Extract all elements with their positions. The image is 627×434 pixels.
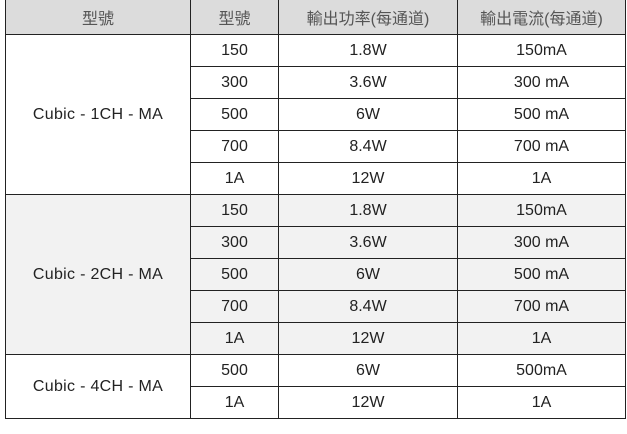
power-cell: 1.8W [278, 34, 458, 67]
table-row: 1A 12W 1A [6, 322, 626, 355]
power-cell: 1.8W [278, 194, 458, 227]
variant-cell: 300 [190, 66, 279, 99]
variant-cell: 500 [190, 354, 279, 387]
current-cell: 700 mA [457, 290, 626, 323]
header-output-power: 輸出功率(每通道) [278, 0, 458, 35]
current-cell: 1A [457, 322, 626, 355]
current-cell: 300 mA [457, 66, 626, 99]
variant-cell: 700 [190, 290, 279, 323]
table-row: 700 8.4W 700 mA [6, 130, 626, 163]
table-body: Cubic - 1CH - MA 150 1.8W 150mA 300 3.6W 300 m… [5, 34, 626, 419]
variant-cell: 150 [190, 34, 279, 67]
power-cell: 6W [278, 354, 458, 387]
power-cell: 8.4W [278, 130, 458, 163]
model-cell: Cubic - 2CH - MA [5, 194, 191, 355]
header-output-current: 輸出電流(每通道) [457, 0, 626, 35]
variant-cell: 700 [190, 130, 279, 163]
power-cell: 6W [278, 98, 458, 131]
table-row: Cubic - 2CH - MA 150 1.8W 150mA [5, 194, 626, 355]
header-row: 型號 型號 輸出功率(每通道) 輸出電流(每通道) [5, 0, 626, 35]
header-model-variant: 型號 [190, 0, 279, 35]
table-row: 1A 12W 1A [6, 386, 626, 419]
current-cell: 1A [457, 162, 626, 195]
current-cell: 500mA [457, 354, 626, 387]
table-row: 500 6W 500 mA [6, 98, 626, 131]
power-cell: 3.6W [278, 66, 458, 99]
model-cell: Cubic - 4CH - MA [5, 354, 191, 419]
spec-table: 型號 型號 輸出功率(每通道) 輸出電流(每通道) Cubic - 1CH - … [5, 0, 626, 419]
header-model: 型號 [5, 0, 191, 35]
current-cell: 150mA [457, 194, 626, 227]
table-row: 1A 12W 1A [6, 162, 626, 195]
current-cell: 300 mA [457, 226, 626, 259]
current-cell: 1A [457, 386, 626, 419]
current-cell: 500 mA [457, 258, 626, 291]
variant-cell: 1A [190, 386, 279, 419]
power-cell: 12W [278, 322, 458, 355]
current-cell: 700 mA [457, 130, 626, 163]
table-row: 300 3.6W 300 mA [6, 66, 626, 99]
power-cell: 6W [278, 258, 458, 291]
power-cell: 8.4W [278, 290, 458, 323]
variant-cell: 300 [190, 226, 279, 259]
variant-cell: 500 [190, 98, 279, 131]
variant-cell: 1A [190, 162, 279, 195]
table-row: Cubic - 1CH - MA 150 1.8W 150mA [5, 34, 626, 195]
power-cell: 12W [278, 386, 458, 419]
current-cell: 150mA [457, 34, 626, 67]
variant-cell: 500 [190, 258, 279, 291]
variant-cell: 1A [190, 322, 279, 355]
power-cell: 3.6W [278, 226, 458, 259]
table-row: Cubic - 4CH - MA 500 6W 500mA [5, 354, 626, 419]
table-row: 500 6W 500 mA [6, 258, 626, 291]
model-cell: Cubic - 1CH - MA [5, 34, 191, 195]
power-cell: 12W [278, 162, 458, 195]
table-row: 300 3.6W 300 mA [6, 226, 626, 259]
variant-cell: 150 [190, 194, 279, 227]
current-cell: 500 mA [457, 98, 626, 131]
